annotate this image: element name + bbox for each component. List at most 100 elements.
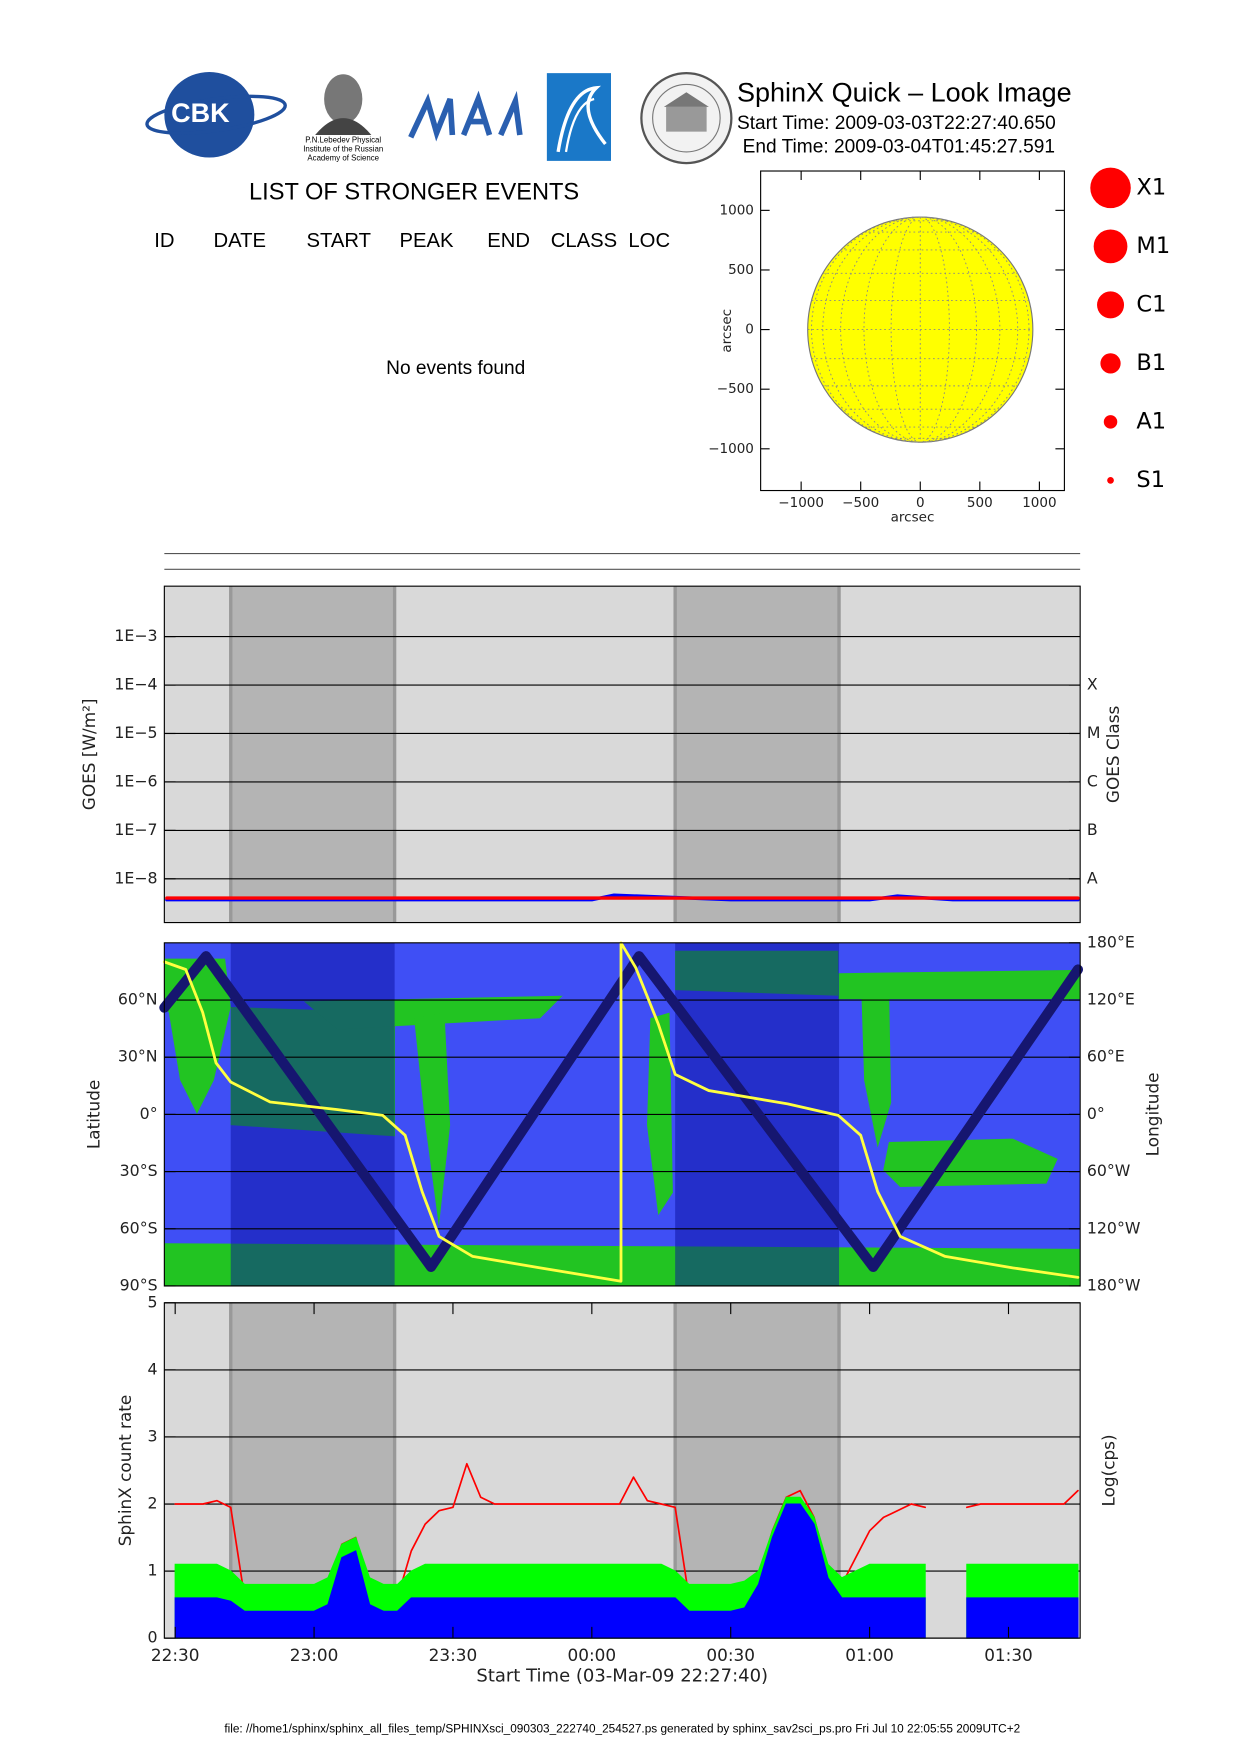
y2-tick-label: 180°W [1087, 1275, 1141, 1294]
y2-axis-title: GOES Class [1103, 706, 1123, 803]
legend-label: S1 [1136, 467, 1165, 493]
x-tick-label: 1000 [1022, 495, 1056, 511]
events-column: END [487, 230, 530, 252]
y2-tick-label: 60°E [1087, 1047, 1125, 1066]
events-title: LIST OF STRONGER EVENTS [249, 180, 579, 206]
x-tick-label: 01:00 [845, 1645, 894, 1665]
legend-label: X1 [1136, 174, 1166, 200]
y-tick-label: 1E−8 [114, 868, 157, 887]
logo-cbk-text: CBK [171, 98, 230, 128]
y-axis-title: arcsec [719, 309, 735, 353]
y2-tick-label: C [1087, 771, 1098, 790]
y-tick-label: 500 [728, 262, 754, 278]
y2-tick-label: 0° [1087, 1104, 1105, 1123]
y2-axis-title: Log(cps) [1098, 1434, 1118, 1506]
disk-graticule [807, 216, 1033, 443]
y-tick-label: 1 [148, 1561, 158, 1580]
y2-axis-title: Longitude [1142, 1072, 1162, 1156]
y-tick-label: 1E−4 [114, 675, 157, 694]
y2-tick-label: 120°W [1087, 1218, 1141, 1237]
y2-tick-label: 120°E [1087, 990, 1135, 1009]
y-tick-label: 0 [148, 1628, 158, 1647]
y-tick-label: 1E−3 [114, 626, 157, 645]
x-tick-label: 23:30 [429, 1645, 478, 1665]
events-message: No events found [386, 358, 525, 379]
y-axis-title: SphinX count rate [115, 1395, 135, 1547]
y2-tick-label: 60°W [1087, 1161, 1131, 1180]
legend-label: C1 [1136, 291, 1166, 317]
events-column: ID [154, 230, 174, 252]
footer: file: //home1/sphinx/sphinx_all_files_te… [224, 1721, 1020, 1735]
y2-tick-label: M [1087, 723, 1101, 742]
start-time: Start Time: 2009-03-03T22:27:40.650 [737, 113, 1056, 134]
plot-frame [163, 1302, 1081, 1639]
events-column: START [306, 230, 371, 252]
y-tick-label: 1E−6 [114, 771, 157, 790]
events-column: LOC [628, 230, 670, 252]
plot-frame [760, 170, 1065, 492]
events-column: CLASS [551, 230, 617, 252]
logo-lebedev-text: Academy of Science [307, 154, 379, 163]
y2-tick-label: B [1087, 820, 1098, 839]
y-tick-label: 2 [148, 1494, 158, 1513]
y-tick-label: 5 [148, 1292, 158, 1311]
meridian [890, 216, 950, 443]
x-tick-label: 22:30 [151, 1645, 200, 1665]
shaded-interval [230, 586, 395, 923]
y-tick-label: 1E−5 [114, 723, 157, 742]
legend-marker [1090, 167, 1131, 209]
y-tick-label: 60°N [118, 990, 158, 1009]
x-axis-title: arcsec [891, 510, 935, 526]
y2-tick-label: X [1087, 675, 1098, 694]
y-tick-label: 90°S [120, 1275, 158, 1294]
y-tick-label: 30°N [118, 1047, 158, 1066]
logo-iki [546, 73, 611, 161]
x-tick-label: −500 [842, 495, 879, 511]
logo-lebedev: P.N.Lebedev Physical Institute of the Ru… [303, 74, 383, 163]
legend-label: M1 [1136, 233, 1170, 259]
events-column: DATE [213, 230, 266, 252]
legend-marker [1093, 229, 1128, 264]
x-axis-title: Start Time (03-Mar-09 22:27:40) [476, 1665, 768, 1686]
logo-lebedev-text: P.N.Lebedev Physical [305, 136, 381, 145]
y-tick-label: 0° [140, 1104, 158, 1123]
meridian [863, 216, 978, 443]
x-tick-label: 0 [916, 495, 925, 511]
legend-marker [1107, 477, 1114, 484]
shaded-interval [675, 586, 840, 923]
plot-frame [163, 585, 1081, 924]
logo-mpi [408, 90, 523, 142]
logo-lebedev-text: Institute of the Russian [303, 145, 383, 154]
y-tick-label: 0 [745, 322, 754, 338]
y-tick-label: 30°S [120, 1161, 158, 1180]
logo-university [640, 72, 733, 165]
end-time: End Time: 2009-03-04T01:45:27.591 [743, 136, 1055, 157]
y-tick-label: 3 [148, 1426, 158, 1445]
y-tick-label: −500 [717, 381, 754, 397]
plot-frame [163, 942, 1081, 1287]
y-tick-label: 60°S [120, 1218, 158, 1237]
y2-tick-label: 180°E [1087, 932, 1135, 951]
series-line [162, 941, 1080, 1283]
y-tick-label: −1000 [708, 441, 754, 457]
legend-marker [1103, 415, 1118, 429]
legend-marker [1097, 291, 1125, 319]
x-tick-label: 01:30 [984, 1645, 1033, 1665]
y-tick-label: 1000 [720, 202, 754, 218]
x-tick-label: 500 [967, 495, 993, 511]
x-tick-label: 00:00 [568, 1645, 617, 1665]
legend-label: B1 [1136, 350, 1166, 376]
events-column: PEAK [399, 230, 454, 252]
page-title: SphinX Quick – Look Image [737, 78, 1072, 108]
series-line [159, 951, 1083, 1272]
logo-cbk: CBK [145, 72, 287, 158]
y2-tick-label: A [1087, 868, 1098, 887]
y-axis-title: GOES [W/m²] [79, 698, 99, 810]
series-area [174, 1503, 1079, 1639]
y-tick-label: 4 [148, 1359, 158, 1378]
y-axis-title: Latitude [84, 1080, 104, 1149]
legend-marker [1100, 353, 1121, 374]
legend-label: A1 [1136, 408, 1166, 434]
x-tick-label: 00:30 [706, 1645, 755, 1665]
